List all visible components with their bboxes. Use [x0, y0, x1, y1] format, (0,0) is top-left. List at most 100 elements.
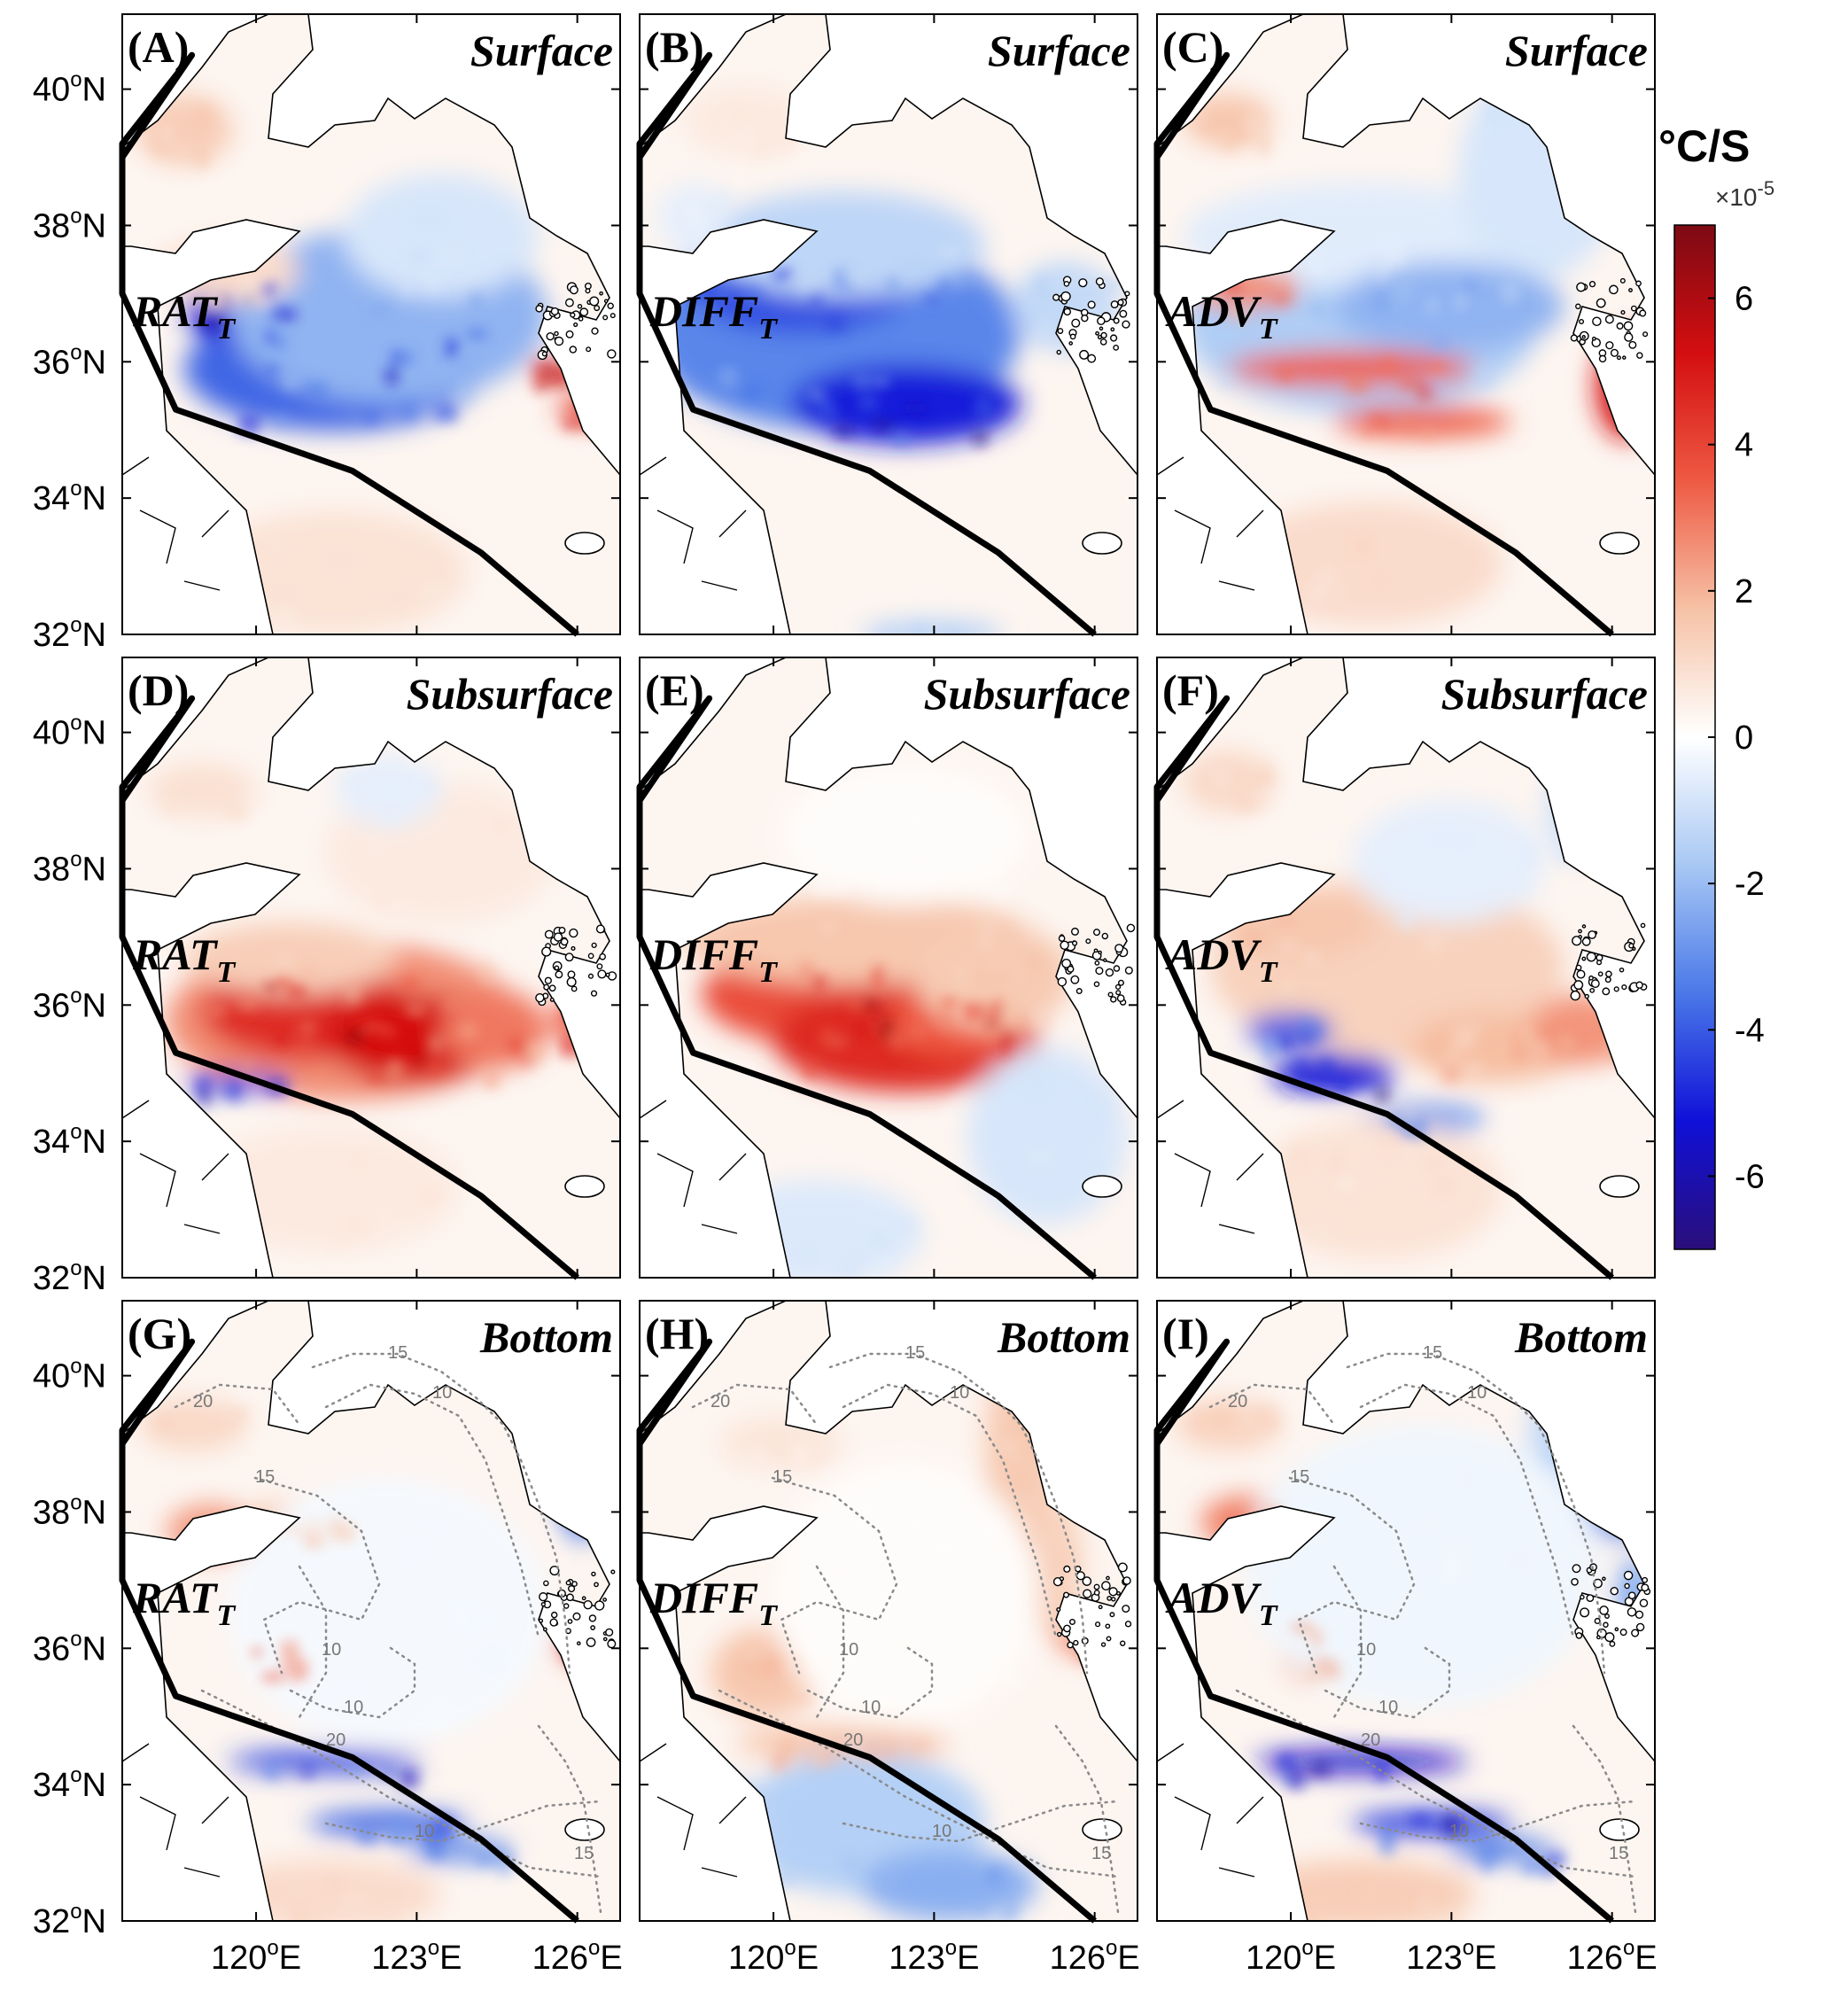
island — [1628, 288, 1633, 292]
colorbar-tick-label: 0 — [1735, 719, 1753, 757]
island — [554, 330, 559, 337]
island — [573, 322, 578, 328]
contour-label: 20 — [843, 1730, 863, 1750]
island — [1097, 334, 1103, 340]
island — [1630, 305, 1637, 312]
map-panel-b: (B) Surface DIFFT — [636, 13, 1138, 655]
inland-boundary — [1156, 1743, 1264, 1878]
island — [610, 1569, 616, 1574]
field-cell — [252, 1646, 262, 1658]
field-cell — [480, 1651, 500, 1667]
term-label: RATT — [132, 286, 236, 346]
jeju-island — [564, 532, 605, 555]
field-cell — [287, 983, 307, 999]
field-cell — [1029, 292, 1040, 312]
field-cell — [914, 1513, 926, 1528]
field-cell — [150, 144, 168, 153]
field-cell — [1440, 1561, 1460, 1580]
latitude-axis: 40oN 38oN 36oN 34oN 32oN 40oN 38oN 36oN 34oN 32oN… — [33, 68, 106, 1940]
island — [1093, 948, 1099, 953]
island — [1122, 1576, 1131, 1585]
island — [1581, 335, 1586, 339]
field-cell — [741, 287, 762, 305]
island — [1101, 932, 1109, 940]
island — [543, 984, 550, 991]
field-cell — [874, 419, 894, 431]
term-label: RATT — [132, 1573, 236, 1632]
contour-line — [253, 1476, 381, 1675]
field-cell — [1033, 1010, 1051, 1028]
field-cell — [1278, 940, 1298, 953]
field-cell — [1244, 113, 1262, 135]
field-cell — [539, 369, 549, 386]
field-cell — [773, 268, 794, 280]
field-cell — [1230, 302, 1247, 321]
field-cell — [1324, 1662, 1340, 1679]
island — [1122, 1605, 1130, 1613]
island — [1639, 309, 1647, 317]
field-cell — [967, 641, 976, 655]
island — [1057, 328, 1064, 334]
island — [1613, 986, 1619, 992]
field-cell — [454, 875, 474, 885]
field-anomaly — [308, 1811, 468, 1836]
lat-tick-label: 36oN — [33, 984, 106, 1024]
field-cell — [907, 1022, 928, 1040]
island — [1624, 1582, 1630, 1590]
island — [1573, 980, 1584, 991]
field-cell — [408, 1545, 424, 1559]
field-cell — [1441, 1064, 1461, 1085]
field-cell — [238, 415, 260, 435]
island — [1590, 979, 1600, 989]
field-cell — [1478, 1847, 1500, 1863]
lat-tick-label: 34oN — [33, 1763, 106, 1804]
field-cell — [438, 1817, 453, 1839]
field-cell — [1512, 1028, 1526, 1049]
field-cell — [286, 1643, 299, 1661]
contour-label: 10 — [932, 1822, 951, 1841]
island — [599, 291, 603, 296]
island — [1640, 922, 1646, 929]
field-cell — [899, 817, 913, 830]
island — [1636, 352, 1643, 359]
island — [1576, 282, 1586, 292]
field-cell — [199, 1087, 210, 1107]
field-anomaly — [344, 174, 539, 298]
island — [554, 965, 560, 971]
field-cell — [732, 1456, 744, 1473]
field-cell — [467, 329, 486, 339]
field-cell — [1441, 1814, 1462, 1836]
field-cell — [264, 364, 279, 377]
field-cell — [1406, 1021, 1422, 1035]
island — [544, 976, 552, 984]
field-cell — [1425, 932, 1442, 953]
island — [1087, 354, 1097, 363]
field-cell — [252, 294, 271, 305]
coastline — [1156, 657, 1656, 1279]
field-cell — [874, 966, 883, 983]
island — [1063, 1624, 1071, 1633]
field-cell — [1291, 1622, 1313, 1632]
island — [563, 1603, 570, 1609]
island — [1063, 307, 1072, 316]
island — [588, 1614, 597, 1622]
island — [1596, 960, 1603, 966]
depth-label: Bottom — [997, 1312, 1130, 1362]
island — [1093, 1583, 1100, 1590]
island — [1580, 1607, 1590, 1618]
field-cell — [262, 1671, 283, 1683]
island — [553, 932, 563, 942]
field-cell — [1330, 1151, 1343, 1172]
field-cell — [813, 878, 826, 895]
field-cell — [1375, 1761, 1389, 1782]
field-cell — [876, 1501, 889, 1523]
field-anomaly — [861, 621, 1003, 634]
field-cell — [973, 431, 988, 446]
field-cell — [1293, 1599, 1310, 1611]
field-cell — [1304, 1670, 1326, 1683]
field-cell — [861, 863, 877, 879]
field-cell — [1465, 1112, 1477, 1126]
island — [594, 305, 601, 312]
island — [1604, 1632, 1615, 1643]
domain-boundary — [636, 695, 1097, 1280]
